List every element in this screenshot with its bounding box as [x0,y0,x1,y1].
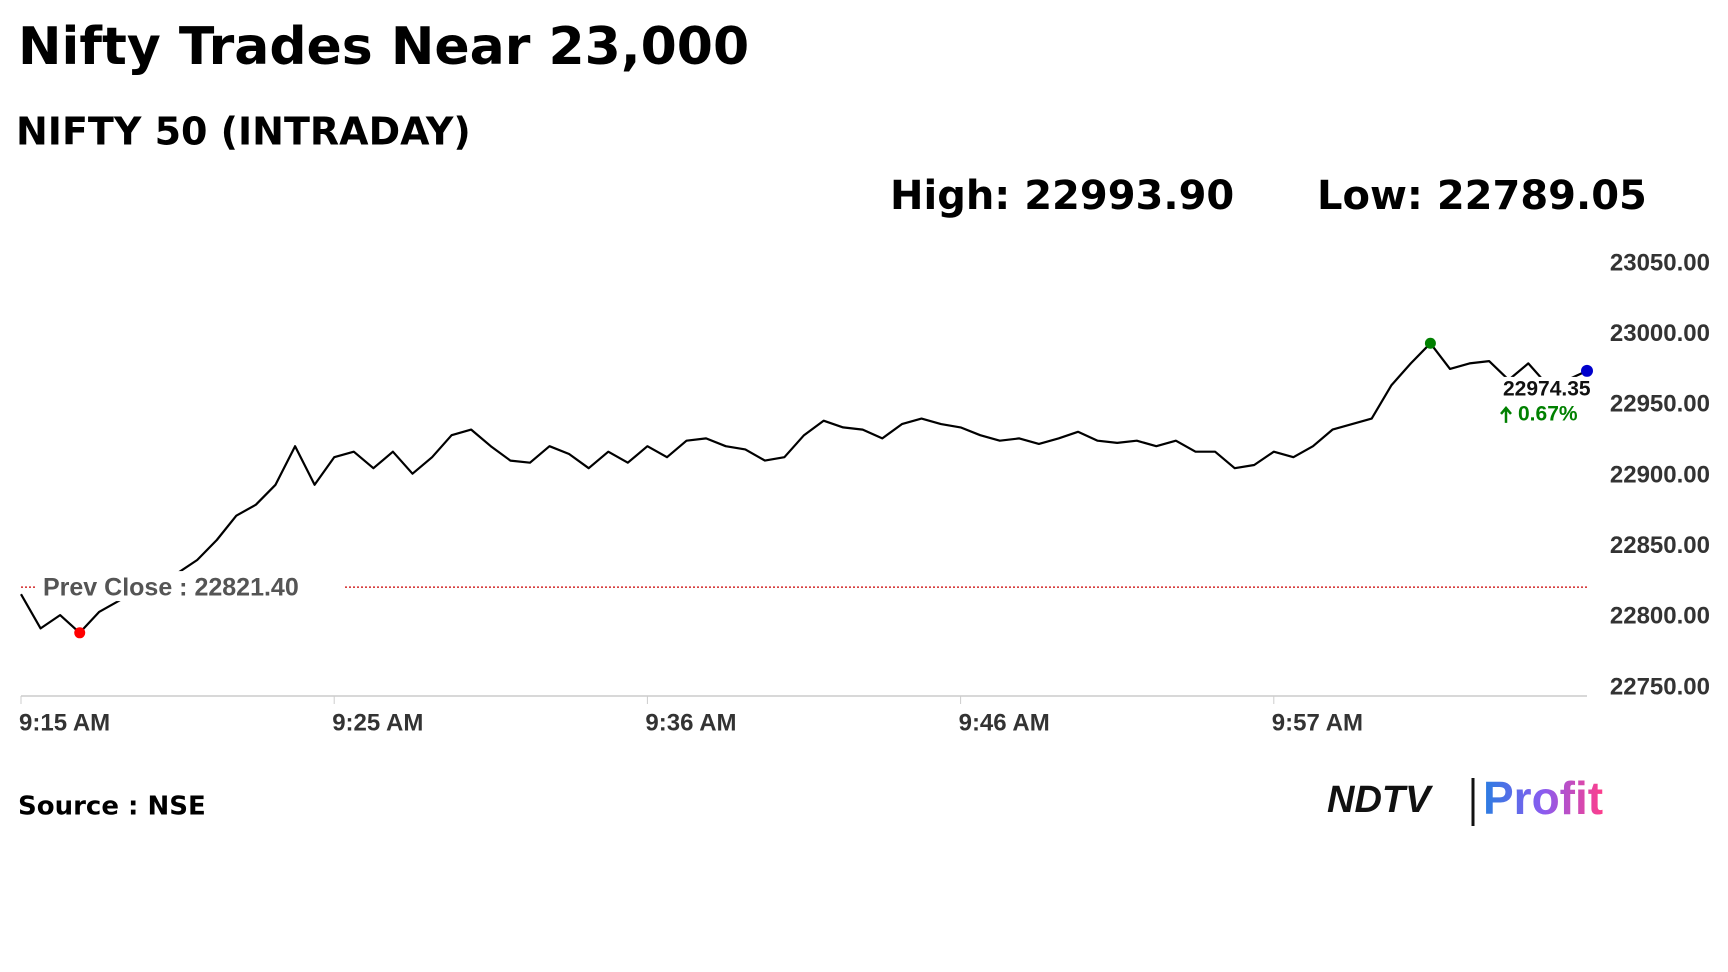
chart-subtitle: NIFTY 50 (INTRADAY) [16,110,471,154]
x-tick-label: 9:36 AM [645,709,736,736]
y-tick-label: 22750.00 [1610,673,1710,700]
last-marker [1581,364,1593,377]
low-marker [74,627,86,639]
x-tick-label: 9:15 AM [19,709,110,736]
y-tick-label: 22800.00 [1610,603,1710,630]
change-label: 0.67% [1518,402,1578,425]
high-label: High: 22993.90 [890,173,1234,219]
source: Source : NSE [18,792,206,822]
y-tick-label: 23050.00 [1610,249,1710,276]
y-tick-label: 23000.00 [1610,320,1710,347]
x-tick-label: 9:25 AM [332,709,423,736]
prev-close-bg [35,571,345,602]
x-tick-label: 9:46 AM [959,709,1050,736]
prev-close-label: Prev Close : 22821.40 [43,574,299,602]
logo-profit: Profit [1483,772,1603,824]
low-label: Low: 22789.05 [1317,173,1647,219]
change-arrow [1500,405,1512,423]
logo-ndtv: NDTV [1327,779,1433,821]
y-tick-label: 22950.00 [1610,391,1710,418]
chart-title: Nifty Trades Near 23,000 [18,17,749,77]
high-marker [1424,337,1436,349]
y-tick-label: 22850.00 [1610,532,1710,559]
last-label-bg [1496,376,1590,431]
x-tick-label: 9:57 AM [1272,709,1363,736]
y-tick-label: 22900.00 [1610,461,1710,488]
last-value-label: 22974.35 [1503,377,1591,400]
price-line [20,342,1588,634]
